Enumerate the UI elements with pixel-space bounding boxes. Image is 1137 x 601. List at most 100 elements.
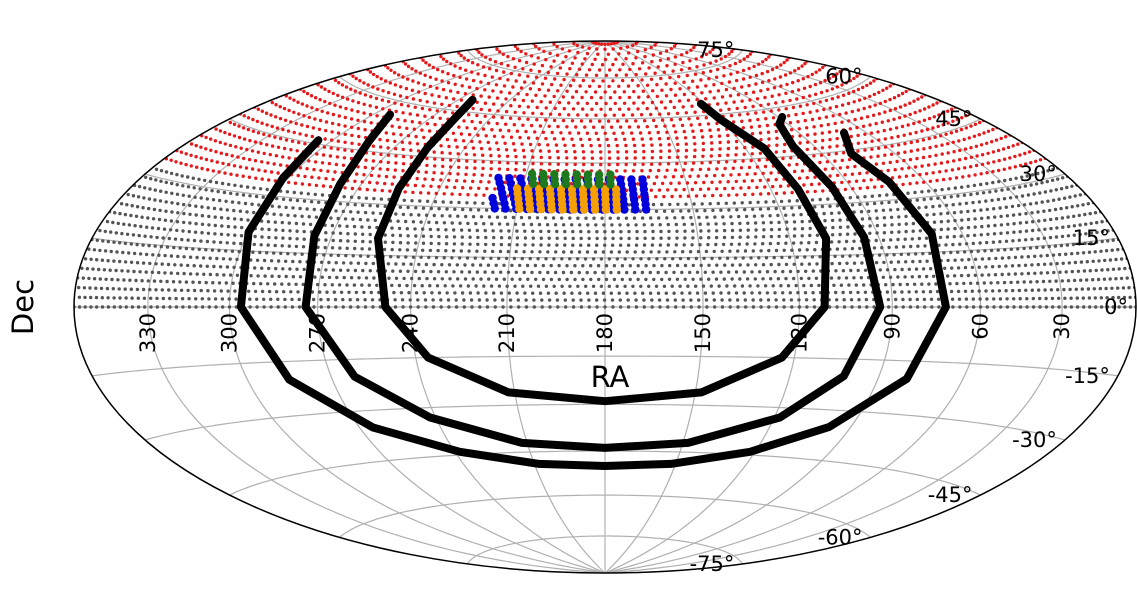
data-point <box>675 277 680 281</box>
data-point <box>646 175 651 179</box>
data-point <box>591 257 596 261</box>
data-point <box>147 243 151 248</box>
data-point <box>845 261 849 265</box>
data-point <box>493 298 497 302</box>
data-point <box>774 305 779 309</box>
data-point <box>791 241 796 245</box>
data-point <box>1081 203 1085 207</box>
data-point <box>255 119 260 124</box>
data-point <box>577 67 582 72</box>
data-point <box>357 142 361 146</box>
data-point <box>573 277 577 282</box>
data-point <box>392 290 396 295</box>
data-point <box>500 115 504 120</box>
data-point <box>499 291 504 295</box>
data-point <box>996 148 1001 153</box>
data-point <box>637 195 641 199</box>
data-point <box>615 169 619 173</box>
data-point <box>741 159 745 163</box>
data-point <box>644 72 648 76</box>
data-point <box>1085 260 1090 264</box>
data-point <box>235 257 239 262</box>
data-point <box>906 191 910 195</box>
data-point <box>746 112 750 116</box>
data-point <box>970 289 974 293</box>
data-point <box>427 63 431 67</box>
data-point <box>451 284 455 288</box>
data-point <box>1008 156 1012 160</box>
data-point <box>345 224 349 228</box>
data-point <box>729 113 734 118</box>
data-point <box>662 284 667 288</box>
data-point <box>301 222 306 226</box>
data-point <box>658 162 662 166</box>
data-point <box>233 183 237 187</box>
data-point <box>692 202 696 206</box>
data-point <box>194 222 198 226</box>
data-point <box>805 103 809 107</box>
data-point <box>863 148 867 152</box>
data-point <box>777 234 781 239</box>
data-point <box>603 230 607 234</box>
data-point <box>738 277 742 281</box>
data-point <box>868 224 872 228</box>
data-point <box>623 137 627 141</box>
data-point <box>375 204 380 208</box>
data-point <box>689 123 693 127</box>
data-point <box>1003 248 1007 252</box>
data-point <box>821 65 825 70</box>
data-point <box>223 130 227 135</box>
data-point <box>503 141 507 145</box>
data-point <box>350 141 354 145</box>
data-point <box>462 119 466 123</box>
data-point <box>1004 239 1009 243</box>
data-point <box>533 130 537 134</box>
data-point <box>91 267 95 271</box>
data-point <box>915 198 919 202</box>
data-point <box>704 52 709 57</box>
data-point <box>89 257 93 261</box>
data-point <box>520 256 524 261</box>
data-point <box>637 95 641 99</box>
data-point <box>693 181 698 185</box>
data-point <box>260 235 264 239</box>
data-point <box>835 72 839 76</box>
data-point <box>440 263 444 267</box>
data-point <box>881 161 886 165</box>
data-point <box>398 94 403 98</box>
data-point <box>576 113 580 117</box>
data-point <box>748 118 752 123</box>
data-point <box>557 100 562 105</box>
data-point <box>952 211 957 215</box>
data-point <box>404 86 409 91</box>
data-point <box>258 250 262 255</box>
data-point <box>482 222 486 226</box>
data-point <box>345 97 350 101</box>
data-point <box>641 143 645 147</box>
data-point <box>912 121 916 126</box>
data-point <box>637 67 642 71</box>
data-point <box>138 252 143 256</box>
data-point <box>941 123 945 127</box>
data-point <box>945 235 950 239</box>
data-point <box>284 274 288 279</box>
data-point <box>262 305 266 309</box>
data-point <box>572 170 581 179</box>
data-point <box>570 291 574 295</box>
data-point <box>670 284 674 288</box>
data-point <box>837 276 841 280</box>
data-point <box>1105 305 1110 309</box>
data-point <box>791 105 796 110</box>
data-point <box>725 160 729 164</box>
data-point <box>751 90 756 94</box>
data-point <box>360 203 365 207</box>
data-point <box>751 104 755 109</box>
data-point <box>1061 261 1065 265</box>
data-point <box>85 267 90 271</box>
data-point <box>469 186 473 190</box>
data-point <box>1134 305 1136 309</box>
data-point <box>938 235 943 240</box>
data-point <box>641 250 645 254</box>
data-point <box>1003 178 1007 183</box>
data-point <box>481 201 485 205</box>
